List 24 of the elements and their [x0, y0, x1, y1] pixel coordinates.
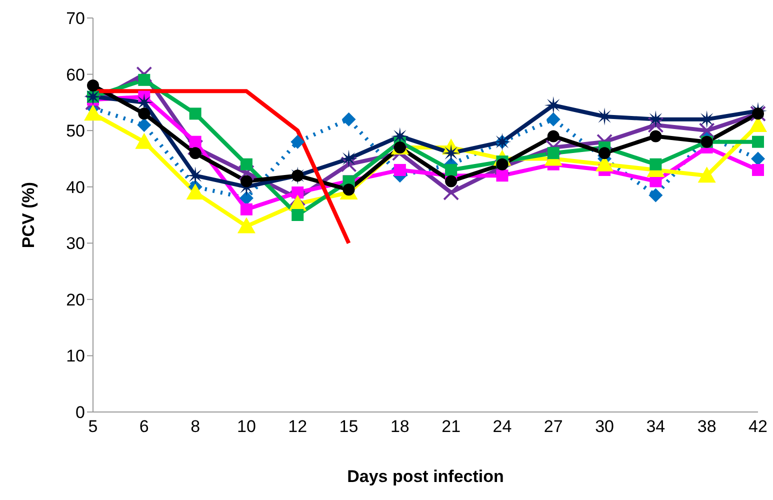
- y-tick-label: 50: [66, 122, 85, 141]
- x-tick-label: 30: [595, 417, 614, 436]
- x-tick-label: 15: [339, 417, 358, 436]
- x-tick-label: 8: [190, 417, 200, 436]
- y-tick-label: 40: [66, 178, 85, 197]
- x-tick-label: 38: [697, 417, 716, 436]
- x-tick-label: 18: [390, 417, 410, 436]
- x-tick-label: 5: [88, 417, 98, 436]
- x-tick-label: 6: [139, 417, 149, 436]
- y-tick-label: 20: [66, 290, 85, 310]
- x-tick-label: 27: [544, 417, 563, 436]
- x-tick-label: 12: [288, 417, 308, 436]
- x-tick-label: 42: [748, 417, 768, 436]
- y-tick-label: 0: [76, 403, 85, 422]
- x-tick-label: 10: [237, 417, 256, 436]
- x-tick-label: 24: [492, 417, 512, 436]
- x-axis-title: Days post infection: [347, 467, 504, 486]
- x-tick-label: 34: [646, 417, 666, 436]
- y-tick-label: 30: [66, 234, 85, 254]
- y-tick-label: 60: [66, 65, 85, 84]
- x-tick-label: 21: [442, 417, 461, 436]
- y-tick-label: 70: [66, 9, 85, 28]
- y-tick-label: 10: [66, 346, 85, 366]
- y-axis-title: PCV (%): [19, 182, 38, 248]
